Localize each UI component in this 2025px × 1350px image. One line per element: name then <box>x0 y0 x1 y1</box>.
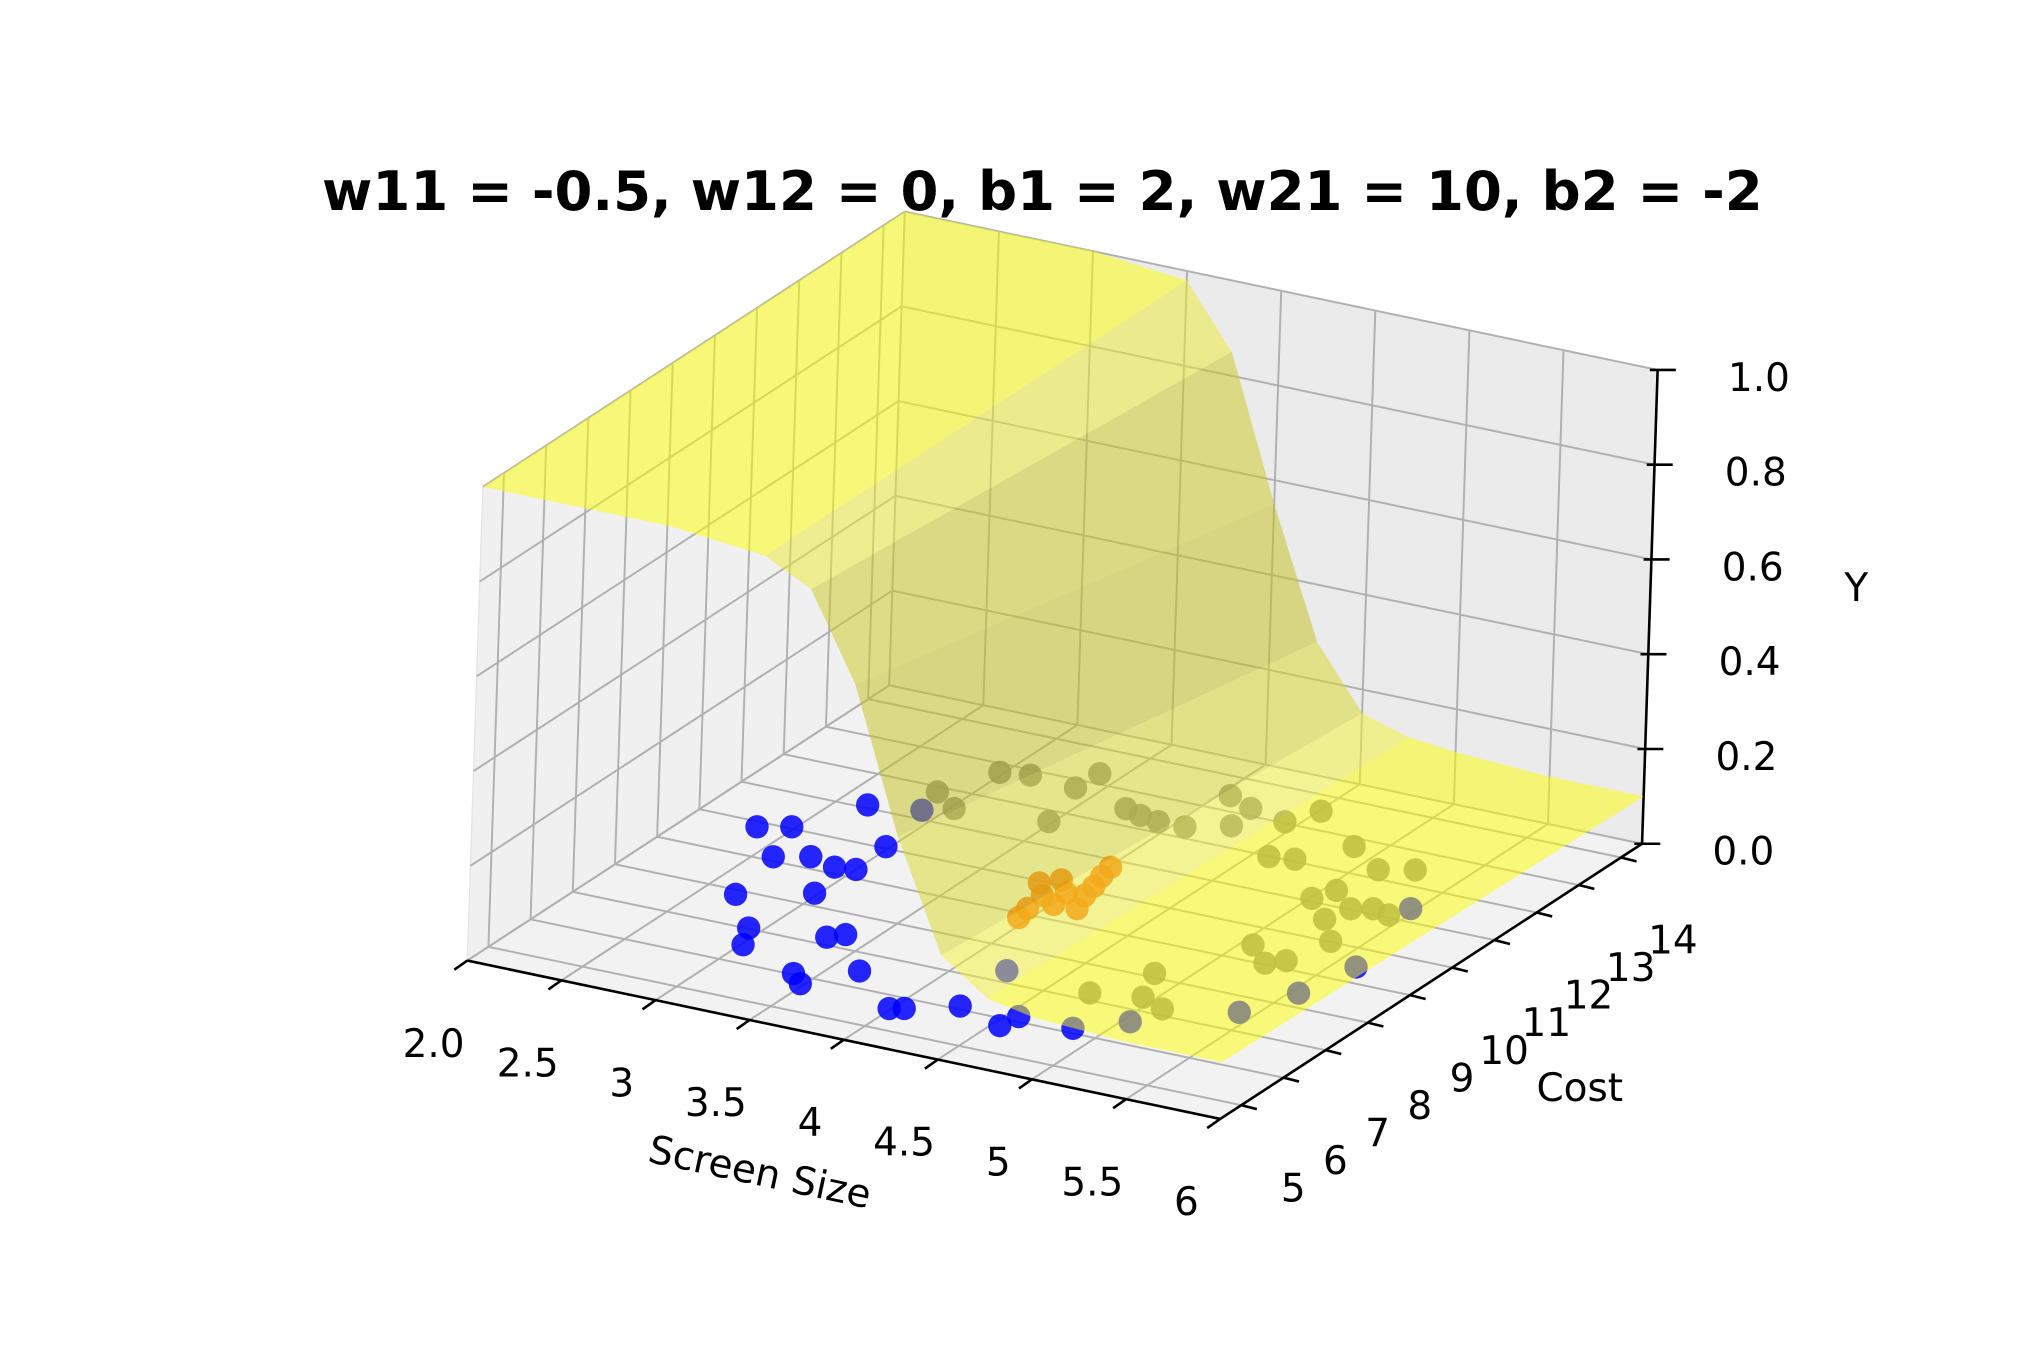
surface-patch <box>811 351 1275 685</box>
z-tick-label: 0.2 <box>1715 735 1777 780</box>
grid-line <box>1358 310 1377 785</box>
z-tick-label: 1.0 <box>1728 356 1790 401</box>
x-tick <box>453 959 469 971</box>
y-tick <box>1325 1048 1342 1056</box>
surface-patch <box>576 231 1093 527</box>
data-point <box>815 925 839 949</box>
surface-patch <box>671 251 1187 556</box>
y-tick <box>1283 1076 1300 1083</box>
x-tick-label: 6 <box>1174 1180 1199 1225</box>
grid-line <box>1452 330 1471 805</box>
y-tick <box>1240 1103 1258 1111</box>
data-point <box>731 933 755 957</box>
y-tick-label: 11 <box>1522 1001 1572 1046</box>
z-axis-line <box>1640 369 1659 844</box>
y-tick-label: 12 <box>1564 974 1614 1019</box>
surface-patch <box>1127 776 1644 1063</box>
x-tick <box>735 1018 751 1031</box>
x-tick <box>547 979 563 991</box>
grid-line <box>469 589 893 867</box>
x-tick-label: 5.5 <box>1061 1160 1123 1205</box>
grid-line <box>466 684 890 962</box>
grid-line <box>529 445 548 920</box>
y-axis-label: Cost <box>1536 1066 1623 1111</box>
y-axis-line <box>1219 842 1643 1121</box>
z-tick-label: 0.4 <box>1719 640 1781 685</box>
y-tick-label: 9 <box>1450 1056 1475 1101</box>
x-tick-label: 2.0 <box>403 1022 465 1067</box>
y-tick-label: 10 <box>1479 1029 1529 1074</box>
y-tick-label: 13 <box>1606 946 1656 991</box>
data-point <box>874 834 898 859</box>
surface-patch <box>482 211 999 507</box>
y-tick <box>1494 938 1511 946</box>
y-tick <box>1409 993 1426 1001</box>
data-point <box>781 961 806 986</box>
data-point <box>988 1013 1012 1038</box>
x-tick-label: 3.5 <box>685 1081 747 1126</box>
data-point <box>855 793 880 817</box>
data-point <box>822 855 847 879</box>
x-tick-label: 3 <box>609 1061 634 1106</box>
data-point <box>802 881 827 905</box>
surface-patch <box>855 504 1318 837</box>
y-tick <box>1451 966 1469 973</box>
x-tick-label: 5 <box>986 1141 1011 1186</box>
data-point <box>723 882 748 907</box>
y-tick-label: 8 <box>1407 1084 1432 1129</box>
x-tick-label: 4 <box>798 1101 823 1146</box>
x-tick <box>1112 1098 1127 1110</box>
y-tick-label: 14 <box>1648 919 1698 964</box>
surface-patch <box>1034 752 1550 1043</box>
data-point <box>892 996 916 1021</box>
y-tick <box>1536 911 1553 918</box>
y-tick <box>1620 856 1637 863</box>
x-tick <box>1206 1117 1221 1130</box>
data-point <box>761 845 785 869</box>
x-tick <box>1018 1078 1033 1090</box>
grid-line <box>1546 350 1565 824</box>
z-tick-label: 0.8 <box>1725 451 1787 496</box>
x-tick <box>830 1038 845 1050</box>
data-point <box>799 844 823 869</box>
surface-patch <box>897 641 1363 956</box>
surface-patch <box>764 280 1232 590</box>
x-tick <box>641 999 657 1011</box>
z-axis-label: Y <box>1843 566 1868 611</box>
grid-line <box>488 945 1242 1107</box>
x-tick-label: 2.5 <box>497 1042 559 1087</box>
y-tick <box>1578 883 1595 891</box>
surface-patch <box>987 737 1456 1018</box>
y-tick <box>1367 1021 1384 1028</box>
y-tick-label: 6 <box>1323 1139 1348 1184</box>
grid-line <box>487 472 505 947</box>
chart-title: w11 = -0.5, w12 = 0, b1 = 2, w21 = 10, b… <box>322 159 1763 223</box>
y-tick-label: 7 <box>1365 1111 1390 1156</box>
grid-line <box>904 210 1658 371</box>
z-tick-label: 0.0 <box>1712 830 1774 875</box>
data-point <box>833 922 858 947</box>
x-tick-label: 4.5 <box>873 1121 935 1166</box>
y-tick-label: 5 <box>1281 1166 1306 1211</box>
data-point <box>844 857 868 882</box>
data-point <box>847 959 872 983</box>
surface-patch <box>941 713 1409 999</box>
z-tick-label: 0.6 <box>1722 545 1784 590</box>
data-point <box>948 994 972 1018</box>
data-point <box>745 815 769 839</box>
x-tick <box>924 1058 939 1070</box>
data-point <box>780 815 804 839</box>
